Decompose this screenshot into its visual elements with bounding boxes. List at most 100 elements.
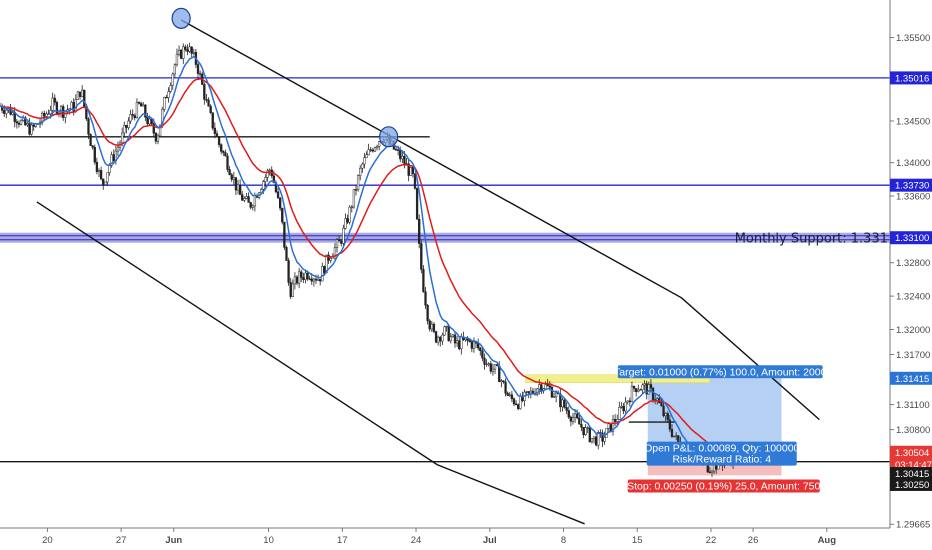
candle-body — [363, 157, 366, 165]
candle-body — [424, 291, 427, 306]
candle-body — [163, 97, 166, 110]
candle-body — [453, 334, 457, 344]
candle-body — [407, 163, 410, 176]
candle-body — [53, 97, 56, 103]
candle-body — [131, 114, 134, 116]
candle-body — [302, 277, 305, 280]
candle-body — [249, 202, 252, 208]
price-badge — [890, 467, 932, 481]
candle-body — [344, 218, 347, 229]
candle-body — [51, 97, 54, 111]
candle-body — [89, 134, 92, 146]
price-badge-label: 1.35016 — [895, 73, 929, 84]
candle-body — [413, 173, 417, 189]
candle-body — [70, 102, 73, 110]
candle-body — [281, 207, 284, 223]
candle-body — [569, 416, 573, 422]
candle-body — [538, 384, 541, 390]
x-tick-label: Aug — [818, 535, 837, 546]
candle-body — [102, 178, 105, 185]
candle-body — [582, 427, 585, 436]
candle-body — [121, 132, 124, 144]
candle-body — [108, 165, 111, 173]
candle-body — [205, 99, 208, 101]
candle-body — [449, 336, 452, 342]
price-badge-label: 1.33730 — [895, 181, 929, 192]
candle-body — [639, 389, 642, 391]
candle-body — [620, 406, 623, 408]
candle-body — [316, 279, 320, 281]
candle-body — [340, 240, 343, 244]
lines-layer — [0, 19, 890, 525]
price-axis[interactable]: 1.35500 1.34500 1.34000 1.33600 1.32800 1.324… — [889, 0, 932, 550]
candle-body — [628, 400, 631, 403]
candle-body — [426, 304, 429, 322]
candle-body — [531, 390, 535, 394]
price-badge-label: 1.30504 — [895, 448, 929, 459]
candle-body — [437, 336, 440, 343]
candle-body — [59, 106, 63, 113]
candle-body — [304, 272, 307, 280]
candle-body — [314, 278, 318, 281]
candle-body — [5, 109, 8, 114]
y-tick-label: 1.33600 — [896, 192, 930, 203]
candle-body — [76, 91, 80, 100]
candle-body — [215, 133, 219, 138]
candle-body — [611, 419, 615, 432]
x-tick-label: 24 — [411, 535, 422, 546]
candle-body — [146, 116, 149, 125]
time-axis[interactable]: 20 27 Jun 10 17 24 Jul 8 15 22 26 Aug — [0, 527, 890, 550]
candle-body — [173, 64, 176, 75]
candle-body — [203, 84, 206, 100]
candle-body — [335, 239, 339, 248]
candle-body — [479, 347, 482, 352]
candle-body — [576, 413, 579, 419]
candle-body — [375, 145, 379, 148]
candle-body — [552, 396, 556, 398]
moving-average-fast-line — [0, 55, 736, 466]
candle-body — [293, 276, 297, 285]
candle-body — [502, 380, 505, 383]
price-badge — [890, 178, 932, 192]
y-tick-label: 1.32800 — [896, 258, 930, 269]
candle-body — [580, 424, 583, 428]
candle-body — [468, 340, 471, 342]
candle-body — [525, 391, 528, 393]
candle-body — [399, 150, 402, 160]
candle-body — [3, 110, 6, 114]
risk-reward-label: Risk/Reward Ratio: 4 — [672, 454, 771, 466]
x-tick-label: 27 — [116, 535, 127, 546]
candle-body — [443, 326, 446, 336]
candle-body — [144, 104, 147, 118]
candle-body — [668, 419, 672, 430]
candle-body — [675, 435, 678, 437]
candle-body — [329, 257, 332, 261]
candle-body — [49, 110, 52, 115]
y-tick-label: 1.32000 — [896, 325, 930, 336]
candle-body — [198, 73, 202, 75]
candle-body — [165, 97, 168, 99]
candle-body — [573, 413, 577, 418]
candle-body — [428, 320, 431, 330]
candle-body — [565, 407, 568, 411]
candle-body — [24, 117, 27, 126]
candle-body — [369, 149, 372, 151]
candle-body — [508, 394, 511, 396]
candle-body — [289, 282, 292, 297]
candle-body — [192, 52, 195, 54]
candle-body — [489, 363, 492, 372]
candle-body — [15, 121, 19, 124]
x-tick-label: 26 — [748, 535, 759, 546]
y-tick-label: 1.32400 — [896, 292, 930, 303]
candle-body — [129, 114, 132, 122]
candle-body — [321, 266, 324, 282]
candle-body — [148, 118, 151, 125]
price-badge-label: 1.33100 — [895, 233, 929, 244]
candle-body — [230, 174, 233, 180]
candle-body — [361, 163, 364, 169]
candle-body — [241, 194, 244, 201]
candle-body — [243, 198, 246, 201]
x-tick-label: Jul — [483, 535, 497, 546]
candle-body — [177, 49, 181, 55]
